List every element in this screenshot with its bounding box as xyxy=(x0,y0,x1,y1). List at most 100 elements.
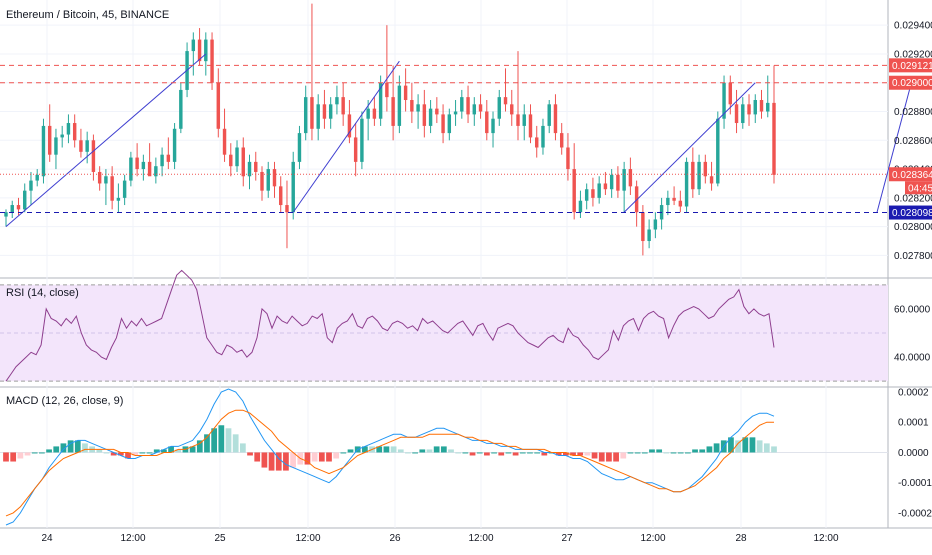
candle-body xyxy=(453,111,458,115)
candle-body xyxy=(335,97,339,105)
candle xyxy=(241,137,245,187)
candle xyxy=(372,97,377,126)
macd-histogram-bar xyxy=(706,446,713,453)
grid-layer xyxy=(0,0,932,529)
macd-title: MACD (12, 26, close, 9) xyxy=(6,395,124,407)
candle xyxy=(216,68,221,138)
macd-histogram-bar xyxy=(333,452,340,459)
candle xyxy=(366,100,370,141)
macd-histogram-bar xyxy=(728,437,734,453)
candle xyxy=(672,186,676,206)
macd-histogram-bar xyxy=(562,452,569,456)
macd-histogram-bar xyxy=(476,452,483,454)
candle-body xyxy=(260,171,264,191)
candle xyxy=(247,154,252,190)
candle xyxy=(29,171,33,206)
candle-body xyxy=(279,186,283,206)
macd-histogram-bar xyxy=(512,452,519,456)
macd-histogram-bar xyxy=(771,446,777,453)
macd-histogram-bar xyxy=(347,449,354,453)
candle-body xyxy=(266,169,270,191)
trend-line xyxy=(292,60,400,213)
chart-title: Ethereum / Bitcoin, 45, BINANCE xyxy=(6,9,170,21)
candle-body xyxy=(23,190,27,210)
candle-body xyxy=(179,89,183,129)
candle xyxy=(441,104,445,144)
candle xyxy=(347,100,352,144)
candle-body xyxy=(110,176,114,201)
candle xyxy=(91,134,96,181)
candle-body xyxy=(328,104,333,119)
candle xyxy=(191,32,196,76)
level-label-bg xyxy=(889,58,932,73)
candle-body xyxy=(197,39,202,62)
candle xyxy=(609,169,614,198)
candle xyxy=(416,94,420,129)
candle xyxy=(72,114,77,148)
candle xyxy=(147,143,152,177)
candle-body xyxy=(285,205,289,213)
candle xyxy=(310,3,314,141)
candle-body xyxy=(322,104,327,119)
candle-body xyxy=(691,161,695,190)
candle-body xyxy=(147,161,152,177)
candle-body xyxy=(759,100,764,112)
candle xyxy=(116,183,121,213)
candle-body xyxy=(553,104,558,134)
macd-histogram-bar xyxy=(670,452,677,454)
macd-histogram-bar xyxy=(634,452,641,454)
macd-histogram-bar xyxy=(491,452,497,454)
candle xyxy=(528,104,533,144)
candle-body xyxy=(535,137,539,148)
candle-body xyxy=(160,154,164,167)
candle xyxy=(66,114,71,144)
macd-histogram-bar xyxy=(713,443,720,453)
candle-body xyxy=(435,108,439,115)
candle-body xyxy=(172,128,177,162)
candle xyxy=(503,68,508,112)
macd-histogram-bar xyxy=(53,446,60,453)
candle-body xyxy=(697,161,701,190)
candle xyxy=(79,128,83,158)
candle xyxy=(260,166,264,201)
macd-histogram-bar xyxy=(448,449,454,453)
macd-histogram-bar xyxy=(462,452,469,454)
candle-body xyxy=(4,212,8,217)
macd-histogram-bar xyxy=(239,443,246,453)
signal-line xyxy=(5,409,774,517)
macd-histogram-bar xyxy=(268,452,275,471)
macd-histogram-bar xyxy=(641,452,648,454)
macd-histogram-bar xyxy=(74,440,81,453)
candle-body xyxy=(416,104,420,112)
candle-body xyxy=(60,134,64,138)
x-tick-label: 28 xyxy=(735,533,747,544)
macd-histogram-bar xyxy=(290,452,296,468)
candle xyxy=(641,205,645,256)
price-tick-label: 0.028600 xyxy=(894,136,932,147)
macd-histogram-bar xyxy=(699,449,706,453)
macd-histogram-bar xyxy=(684,452,691,454)
macd-histogram-bar xyxy=(584,452,591,456)
candle-body xyxy=(97,171,102,184)
candle xyxy=(378,75,383,126)
candle xyxy=(160,147,164,177)
rsi-tick-label: 40.0000 xyxy=(894,353,931,364)
candle xyxy=(10,200,14,219)
level-label-bg xyxy=(889,75,932,90)
candle xyxy=(60,125,64,148)
candle-body xyxy=(366,108,370,119)
candle xyxy=(291,151,295,220)
candle xyxy=(497,89,501,126)
trend-line xyxy=(623,82,756,213)
candle-body xyxy=(566,147,570,170)
candle-body xyxy=(709,176,714,184)
candle xyxy=(772,65,776,184)
candle-body xyxy=(16,205,21,210)
candle xyxy=(522,104,526,141)
candle xyxy=(4,209,8,227)
macd-histogram-bar xyxy=(440,446,447,453)
x-tick-label: 12:00 xyxy=(120,533,145,544)
candle xyxy=(722,75,726,129)
candle-body xyxy=(154,166,158,177)
